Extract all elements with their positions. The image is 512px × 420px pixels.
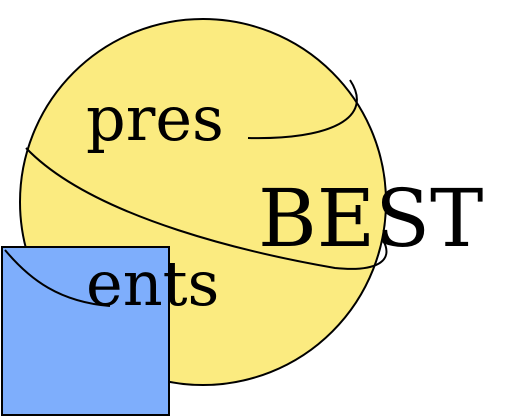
sphere-curve-top bbox=[247, 79, 358, 140]
word-pres: pres bbox=[86, 82, 224, 155]
sphere-curve-middle bbox=[25, 147, 388, 270]
word-best: BEST bbox=[258, 172, 483, 265]
word-ents: ents bbox=[86, 247, 219, 320]
square-curve bbox=[4, 249, 111, 307]
